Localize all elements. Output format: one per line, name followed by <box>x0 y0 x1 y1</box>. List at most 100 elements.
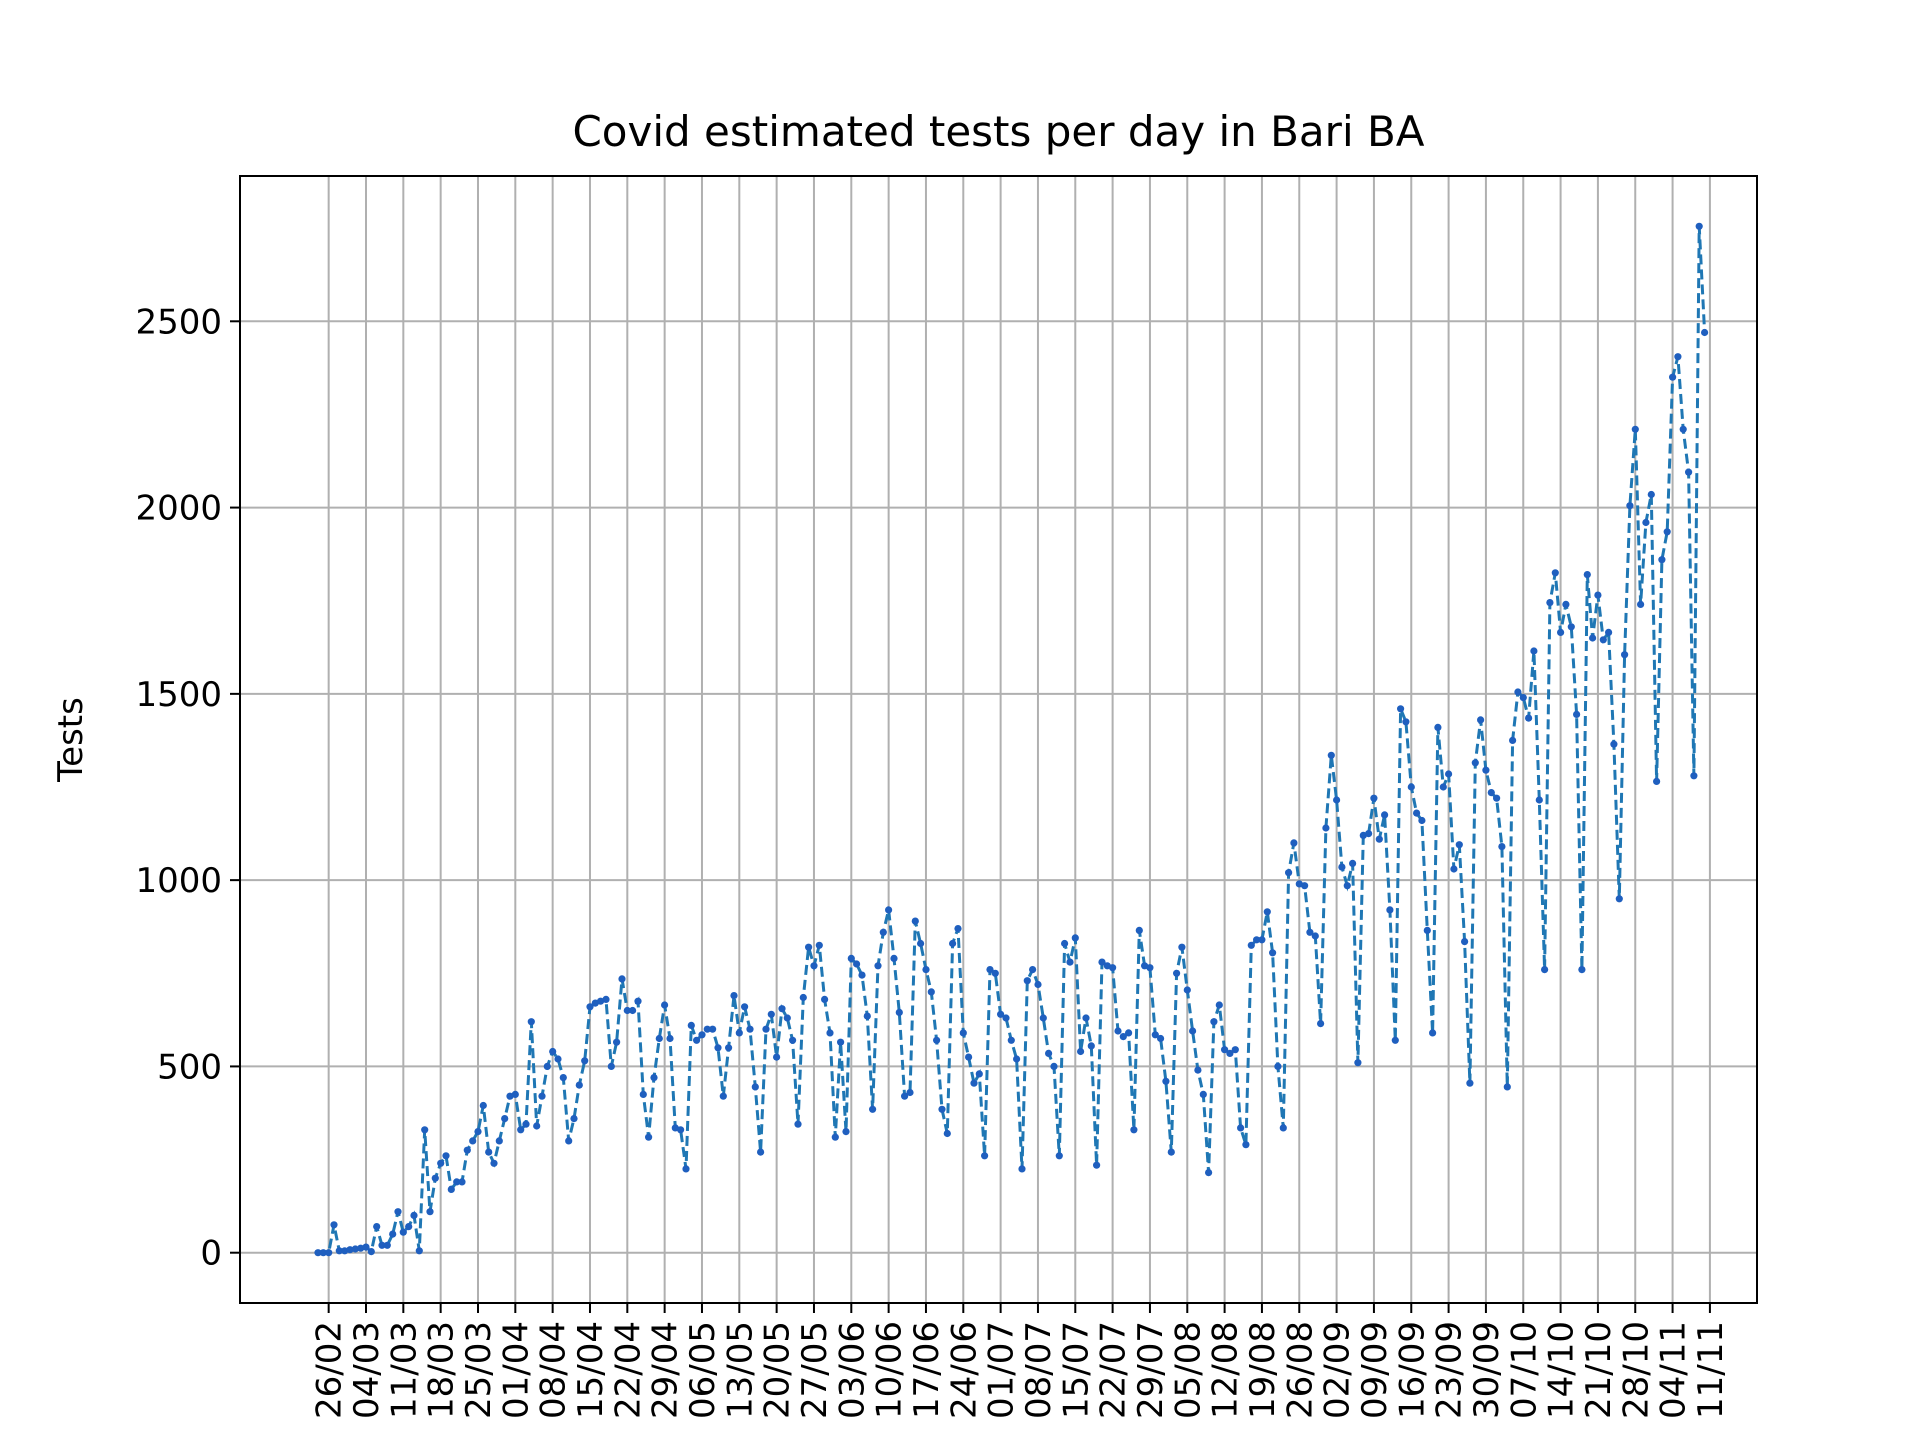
data-point <box>1402 718 1410 726</box>
x-tick-label: 02/09 <box>1318 1321 1358 1419</box>
data-point <box>1386 906 1394 914</box>
data-point <box>1658 556 1666 564</box>
data-point <box>1551 569 1559 577</box>
data-point <box>965 1053 973 1061</box>
data-point <box>997 1010 1005 1018</box>
data-point <box>927 988 935 996</box>
data-point <box>1562 600 1570 609</box>
data-point <box>1306 928 1314 936</box>
data-point <box>1327 751 1335 759</box>
data-point <box>570 1115 578 1123</box>
data-point <box>1546 599 1554 607</box>
data-point <box>1487 789 1495 797</box>
x-tick-label: 20/05 <box>758 1321 798 1419</box>
data-point <box>746 1025 754 1033</box>
data-point <box>362 1243 370 1251</box>
data-point <box>1183 986 1191 994</box>
data-point <box>1509 736 1517 745</box>
x-tick-label: 08/04 <box>534 1321 574 1419</box>
data-point <box>554 1055 562 1063</box>
data-point <box>1066 958 1074 966</box>
x-tick-label: 21/10 <box>1579 1321 1619 1419</box>
data-point <box>442 1152 450 1160</box>
data-point <box>874 962 882 970</box>
x-axis-ticks: 26/0204/0311/0318/0325/0301/0408/0415/04… <box>310 1303 1731 1419</box>
data-point <box>1647 490 1655 499</box>
data-point <box>394 1208 402 1216</box>
data-point <box>1578 966 1586 974</box>
x-gridlines <box>327 176 1711 1303</box>
data-point <box>703 1025 711 1033</box>
data-point <box>415 1247 423 1255</box>
data-point <box>1455 841 1463 849</box>
data-point <box>1173 969 1181 977</box>
data-point <box>1397 705 1405 713</box>
data-point <box>543 1062 551 1070</box>
data-point <box>325 1249 333 1257</box>
data-point <box>719 1092 727 1100</box>
data-point <box>1077 1047 1085 1056</box>
data-point <box>682 1165 690 1173</box>
data-point <box>1669 373 1677 381</box>
data-point <box>1642 518 1650 527</box>
data-point <box>346 1246 354 1254</box>
data-point <box>437 1159 445 1167</box>
data-point <box>1114 1027 1122 1035</box>
data-point <box>1653 777 1661 786</box>
data-point <box>1519 694 1527 702</box>
data-point <box>869 1105 877 1113</box>
data-point <box>767 1010 775 1018</box>
data-point <box>799 993 807 1002</box>
data-point <box>991 969 999 977</box>
data-point <box>314 1249 322 1257</box>
data-point <box>1119 1033 1127 1041</box>
data-point <box>559 1074 567 1082</box>
data-point <box>383 1241 391 1249</box>
data-point <box>629 1006 637 1015</box>
y-tick-label: 0 <box>200 1234 222 1274</box>
data-point <box>1370 794 1378 802</box>
data-point <box>639 1090 647 1098</box>
data-point <box>399 1228 407 1236</box>
data-point <box>501 1115 509 1123</box>
data-point <box>1599 636 1607 644</box>
data-point <box>1391 1036 1399 1044</box>
data-point <box>319 1249 327 1257</box>
data-point <box>1071 934 1079 942</box>
x-tick-label: 04/11 <box>1654 1321 1694 1419</box>
data-point <box>714 1044 722 1052</box>
data-point <box>1439 783 1447 791</box>
x-tick-label: 17/06 <box>907 1321 947 1419</box>
data-point <box>762 1025 770 1033</box>
x-tick-label: 01/07 <box>982 1321 1022 1419</box>
data-point <box>778 1005 786 1013</box>
data-point <box>917 939 925 948</box>
data-point <box>773 1053 781 1061</box>
data-point <box>1450 865 1458 873</box>
data-point <box>575 1081 583 1089</box>
y-axis-ticks: 0 500 1000 1500 2000 2500 <box>135 302 240 1274</box>
data-point <box>1050 1062 1058 1070</box>
data-point <box>1621 651 1629 659</box>
data-point <box>1365 830 1373 838</box>
data-point <box>367 1248 375 1256</box>
data-point <box>495 1137 503 1145</box>
data-point <box>1338 863 1346 871</box>
x-tick-label: 28/10 <box>1616 1321 1656 1419</box>
data-point <box>1045 1049 1053 1057</box>
data-point <box>1567 623 1575 631</box>
data-point <box>602 995 610 1004</box>
data-point <box>1285 869 1293 877</box>
data-point <box>335 1247 343 1255</box>
x-tick-label: 23/09 <box>1430 1321 1470 1419</box>
y-tick-label: 1500 <box>135 675 222 715</box>
data-point <box>458 1178 466 1186</box>
y-tick-label: 2000 <box>135 489 222 529</box>
data-point <box>933 1036 941 1044</box>
data-point <box>1226 1049 1234 1057</box>
data-point <box>1135 926 1143 935</box>
data-point <box>1146 964 1154 972</box>
x-tick-label: 22/07 <box>1094 1321 1134 1419</box>
